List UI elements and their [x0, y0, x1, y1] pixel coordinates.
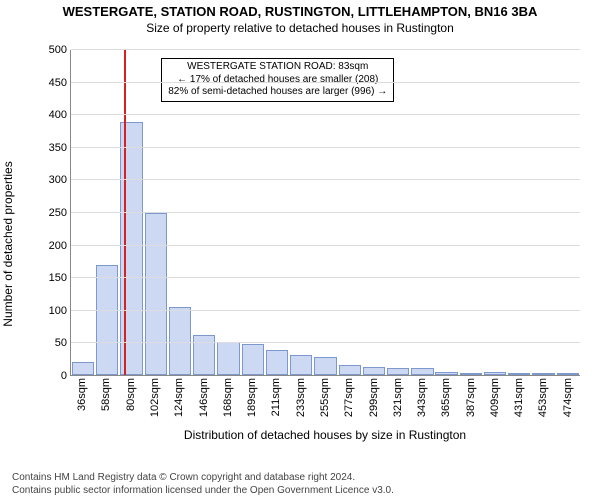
x-tick-slot: 409sqm [483, 376, 507, 426]
histogram-bar [557, 373, 579, 375]
x-tick-slot: 343sqm [410, 376, 434, 426]
x-tick-slot: 80sqm [119, 376, 143, 426]
x-tick-slot: 387sqm [459, 376, 483, 426]
x-tick-slot: 431sqm [507, 376, 531, 426]
x-tick-slot: 168sqm [216, 376, 240, 426]
histogram-bar [169, 307, 191, 375]
x-tick-label: 58sqm [100, 378, 112, 411]
gridline [71, 179, 580, 180]
x-tick-label: 36sqm [76, 378, 88, 411]
x-tick-slot: 189sqm [240, 376, 264, 426]
y-tick-label: 300 [49, 174, 71, 186]
gridline [71, 147, 580, 148]
histogram-bar [363, 367, 385, 375]
x-tick-slot: 211sqm [264, 376, 288, 426]
y-tick-label: 250 [49, 207, 71, 219]
histogram-bar [484, 372, 506, 375]
y-tick-label: 500 [49, 44, 71, 56]
page-subtitle: Size of property relative to detached ho… [0, 21, 600, 35]
x-tick-labels: 36sqm 58sqm 80sqm 102sqm 124sqm 146sqm 168sqm 1… [70, 376, 580, 426]
histogram-bar [411, 368, 433, 375]
x-tick-label: 409sqm [489, 378, 501, 417]
x-tick-slot: 146sqm [191, 376, 215, 426]
x-tick-label: 474sqm [562, 378, 574, 417]
x-tick-slot: 299sqm [361, 376, 385, 426]
y-tick-label: 350 [49, 142, 71, 154]
x-tick-slot: 277sqm [337, 376, 361, 426]
x-tick-label: 233sqm [295, 378, 307, 417]
gridline [71, 310, 580, 311]
x-tick-slot: 255sqm [313, 376, 337, 426]
y-tick-label: 150 [49, 272, 71, 284]
histogram-bar [339, 365, 361, 375]
gridline [71, 342, 580, 343]
histogram-bar [266, 350, 288, 375]
x-tick-label: 431sqm [513, 378, 525, 417]
gridline [71, 82, 580, 83]
histogram-bar [314, 357, 336, 375]
histogram-bar [460, 373, 482, 375]
gridline [71, 245, 580, 246]
histogram-bar [217, 342, 239, 375]
histogram-bar [290, 355, 312, 375]
x-tick-label: 343sqm [416, 378, 428, 417]
y-tick-label: 450 [49, 77, 71, 89]
histogram-bar [508, 373, 530, 375]
x-tick-slot: 58sqm [94, 376, 118, 426]
gridline [71, 49, 580, 50]
plot-area: WESTERGATE STATION ROAD: 83sqm← 17% of d… [70, 50, 580, 376]
annotation-line: ← 17% of detached houses are smaller (20… [168, 74, 387, 87]
x-tick-slot: 365sqm [434, 376, 458, 426]
x-tick-slot: 474sqm [556, 376, 580, 426]
x-axis-title: Distribution of detached houses by size … [70, 428, 580, 442]
histogram-bar [96, 265, 118, 375]
x-tick-slot: 321sqm [386, 376, 410, 426]
y-tick-label: 400 [49, 109, 71, 121]
x-tick-label: 168sqm [222, 378, 234, 417]
y-tick-label: 200 [49, 240, 71, 252]
x-tick-slot: 453sqm [531, 376, 555, 426]
annotation-box: WESTERGATE STATION ROAD: 83sqm← 17% of d… [161, 58, 394, 102]
annotation-line: WESTERGATE STATION ROAD: 83sqm [168, 61, 387, 74]
x-tick-slot: 102sqm [143, 376, 167, 426]
page-title: WESTERGATE, STATION ROAD, RUSTINGTON, LI… [0, 0, 600, 19]
y-tick-label: 50 [55, 337, 71, 349]
x-tick-label: 211sqm [270, 378, 282, 416]
histogram-chart: Number of detached properties WESTERGATE… [34, 44, 586, 444]
y-axis-label: Number of detached properties [1, 161, 15, 326]
x-tick-label: 255sqm [319, 378, 331, 417]
x-tick-slot: 36sqm [70, 376, 94, 426]
gridline [71, 114, 580, 115]
page-root: WESTERGATE, STATION ROAD, RUSTINGTON, LI… [0, 0, 600, 500]
x-tick-slot: 233sqm [289, 376, 313, 426]
x-tick-label: 387sqm [465, 378, 477, 417]
x-tick-label: 277sqm [343, 378, 355, 417]
gridline [71, 212, 580, 213]
histogram-bar [72, 362, 94, 375]
x-tick-slot: 124sqm [167, 376, 191, 426]
annotation-line: 82% of semi-detached houses are larger (… [168, 86, 387, 99]
footer: Contains HM Land Registry data © Crown c… [12, 472, 588, 497]
histogram-bar [387, 368, 409, 375]
x-tick-label: 321sqm [392, 378, 404, 417]
x-tick-label: 146sqm [198, 378, 210, 417]
x-tick-label: 299sqm [368, 378, 380, 417]
x-tick-label: 189sqm [246, 378, 258, 417]
x-tick-label: 365sqm [440, 378, 452, 417]
x-tick-label: 453sqm [537, 378, 549, 417]
x-tick-label: 80sqm [125, 378, 137, 411]
histogram-bar [532, 373, 554, 375]
x-tick-label: 124sqm [173, 378, 185, 417]
x-tick-label: 102sqm [149, 378, 161, 417]
footer-line-2: Contains public sector information licen… [12, 485, 588, 498]
histogram-bar [145, 213, 167, 375]
y-tick-label: 100 [49, 305, 71, 317]
histogram-bar [242, 344, 264, 375]
gridline [71, 277, 580, 278]
histogram-bar [193, 335, 215, 375]
histogram-bar [435, 372, 457, 375]
footer-line-1: Contains HM Land Registry data © Crown c… [12, 472, 588, 485]
